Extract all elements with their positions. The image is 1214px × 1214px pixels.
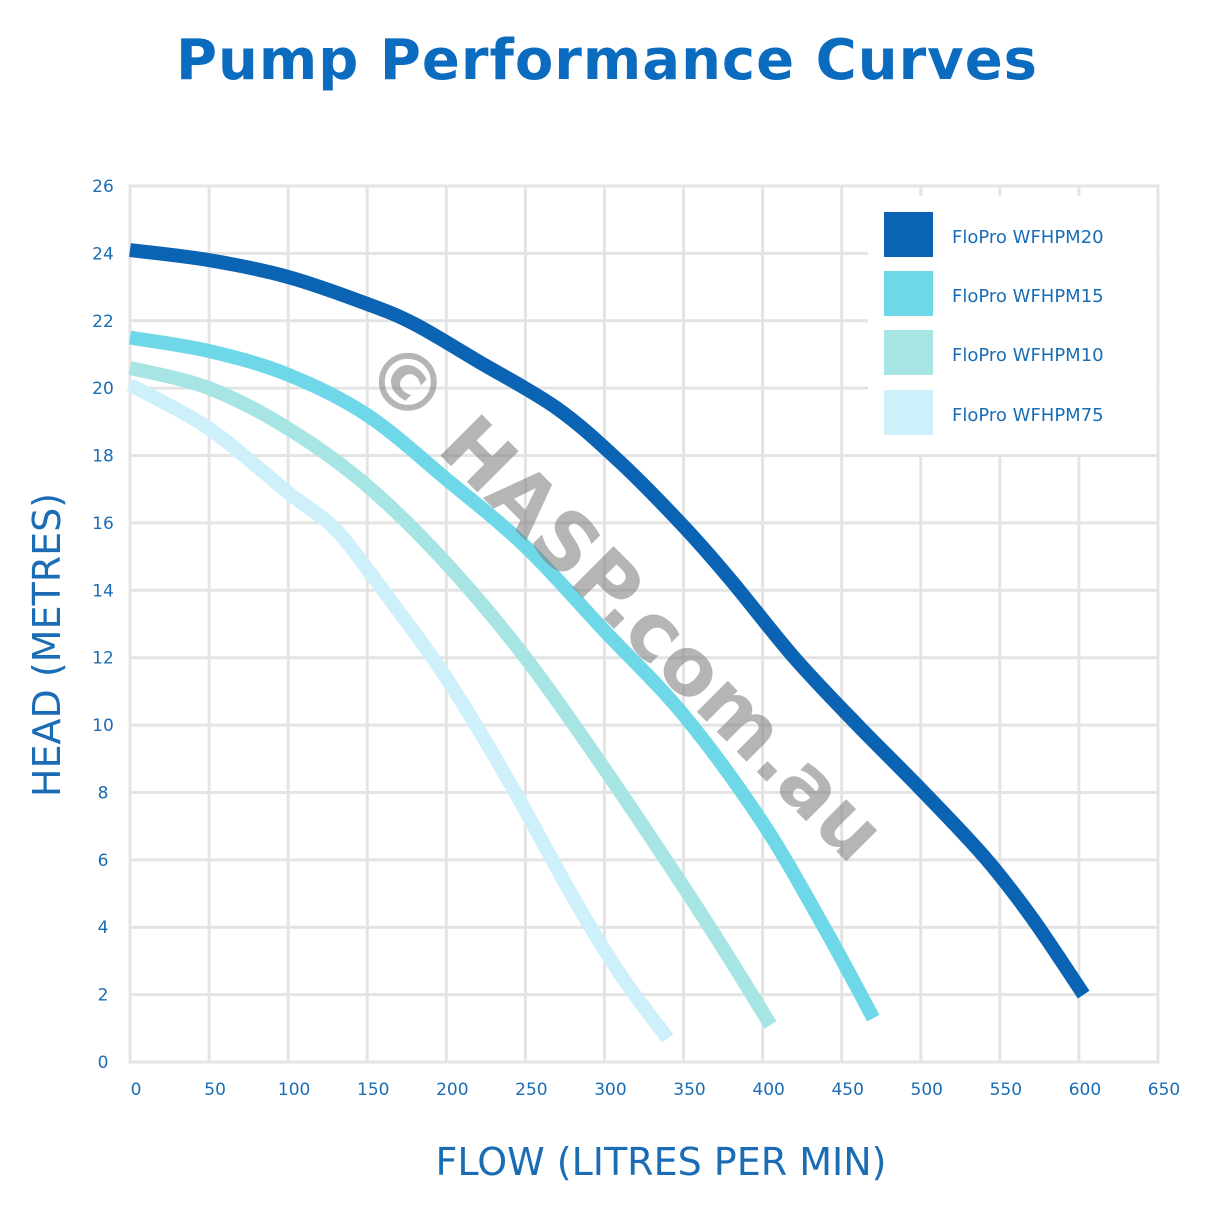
y-tick-label: 14 <box>92 581 114 601</box>
y-tick-label: 8 <box>98 783 109 803</box>
x-axis-label: FLOW (LITRES PER MIN) <box>436 1140 887 1184</box>
x-tick-label: 100 <box>278 1080 310 1100</box>
x-tick-label: 600 <box>1069 1080 1101 1100</box>
x-tick-label: 300 <box>594 1080 626 1100</box>
legend-swatch <box>884 330 933 375</box>
series-line <box>126 378 674 1043</box>
series-line <box>128 330 880 1022</box>
series-line <box>129 243 1090 999</box>
legend-swatch <box>884 212 933 257</box>
legend-label: FloPro WFHPM20 <box>952 227 1104 248</box>
x-tick-label: 0 <box>131 1080 142 1100</box>
x-tick-label: 200 <box>436 1080 468 1100</box>
tick-labels: 0 50 100 150 200 250 300 350 400 450 500 550 600 650 0… <box>92 177 1180 1100</box>
x-tick-label: 250 <box>515 1080 547 1100</box>
legend-swatch <box>884 390 933 435</box>
x-tick-label: 500 <box>911 1080 943 1100</box>
y-tick-label: 24 <box>92 244 114 264</box>
x-tick-label: 350 <box>673 1080 705 1100</box>
legend-swatch <box>884 271 933 316</box>
x-tick-label: 400 <box>752 1080 784 1100</box>
y-tick-label: 26 <box>92 177 114 197</box>
y-tick-label: 2 <box>98 986 109 1006</box>
x-tick-label: 450 <box>831 1080 863 1100</box>
y-tick-label: 0 <box>98 1053 109 1073</box>
y-tick-label: 18 <box>92 447 114 467</box>
y-tick-label: 10 <box>92 716 114 736</box>
x-tick-label: 550 <box>990 1080 1022 1100</box>
legend: FloPro WFHPM20 FloPro WFHPM15 FloPro WFHPM… <box>868 196 1156 454</box>
legend-label: FloPro WFHPM75 <box>952 405 1104 426</box>
legend-label: FloPro WFHPM15 <box>952 286 1104 307</box>
x-tick-label: 50 <box>204 1080 226 1100</box>
series-line <box>128 361 777 1029</box>
y-tick-label: 12 <box>92 649 114 669</box>
x-tick-label: 650 <box>1148 1080 1180 1100</box>
chart-title: Pump Performance Curves <box>175 28 1038 93</box>
series-lines <box>126 243 1090 1043</box>
legend-label: FloPro WFHPM10 <box>952 345 1104 366</box>
y-tick-label: 20 <box>92 379 114 399</box>
y-tick-label: 22 <box>92 312 114 332</box>
y-axis-label: HEAD (METRES) <box>25 493 69 797</box>
x-tick-label: 150 <box>357 1080 389 1100</box>
y-tick-label: 4 <box>98 918 109 938</box>
y-tick-label: 16 <box>92 514 114 534</box>
y-tick-label: 6 <box>98 851 109 871</box>
